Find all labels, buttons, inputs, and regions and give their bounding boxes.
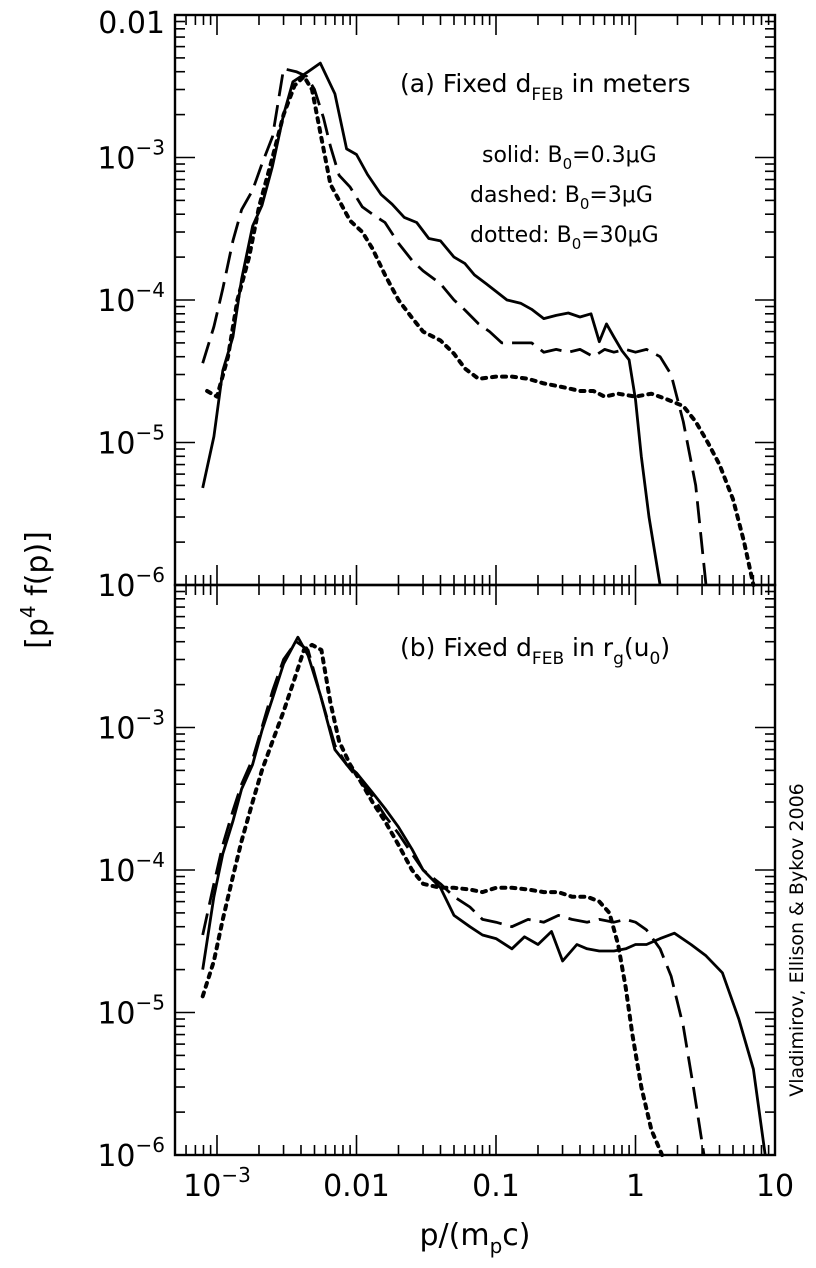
- x-tick-label: 0.01: [323, 1169, 390, 1204]
- panel-a: 0.01 10−3 10−4 10−5 10−6 (a) Fixed dFEB in m…: [97, 6, 777, 604]
- x-tick-label: 1: [626, 1169, 645, 1204]
- panel-a-series-dotted: [205, 74, 756, 587]
- panel-b-frame: [173, 583, 777, 1157]
- credit-text: Vladimirov, Ellison & Bykov 2006: [786, 783, 808, 1097]
- panel-b-title: (b) Fixed dFEB in rg(u0): [400, 633, 670, 669]
- panel-a-legend: solid: B0=0.3μG dashed: B0=3μG dotted: B…: [470, 143, 659, 253]
- panel-a-y-tick-labels: 0.01 10−3 10−4 10−5 10−6: [97, 6, 165, 604]
- panel-a-y-tick-label: 10−6: [97, 563, 165, 604]
- panel-b-y-tick-label: 10−3: [97, 706, 165, 747]
- panel-a-y-tick-label: 10−5: [97, 421, 165, 462]
- panel-a-y-tick-label: 0.01: [98, 6, 165, 41]
- panel-b-series-dashed: [201, 640, 706, 1156]
- y-axis-label: [p4 f(p)]: [16, 531, 55, 649]
- legend-entry-dotted: dotted: B0=30μG: [470, 223, 659, 253]
- x-tick-label: 0.1: [472, 1169, 520, 1204]
- panel-a-series-dashed: [201, 67, 708, 586]
- x-tick-label: 10−3: [183, 1163, 251, 1204]
- panel-a-y-tick-label: 10−4: [97, 278, 165, 319]
- panel-a-frame: [173, 13, 777, 587]
- panel-b-series-dotted: [200, 642, 665, 1157]
- panel-b-ticks: [173, 583, 777, 1157]
- panel-a-title: (a) Fixed dFEB in meters: [400, 69, 690, 105]
- legend-entry-solid: solid: B0=0.3μG: [482, 143, 657, 173]
- panel-a-y-tick-label: 10−3: [97, 136, 165, 177]
- x-tick-labels: 10−3 0.01 0.1 1 10: [183, 1163, 794, 1204]
- panel-a-series: [201, 61, 756, 587]
- panel-b-y-tick-label: 10−6: [97, 1133, 165, 1174]
- panel-a-ticks: [173, 13, 777, 587]
- panel-b: 10−3 10−4 10−5 10−6 (b) Fixed dFEB in rg(u0…: [97, 583, 777, 1175]
- panel-a-series-solid: [201, 61, 662, 586]
- panel-b-y-tick-label: 10−4: [97, 848, 165, 889]
- x-tick-label: 10: [756, 1169, 794, 1204]
- panel-b-y-tick-labels: 10−3 10−4 10−5 10−6: [97, 706, 165, 1175]
- panel-b-y-tick-label: 10−5: [97, 991, 165, 1032]
- x-axis-label: p/(mpc): [420, 1218, 531, 1258]
- panel-b-series-solid: [201, 635, 767, 1156]
- legend-entry-dashed: dashed: B0=3μG: [470, 183, 653, 213]
- panel-b-series: [200, 635, 767, 1157]
